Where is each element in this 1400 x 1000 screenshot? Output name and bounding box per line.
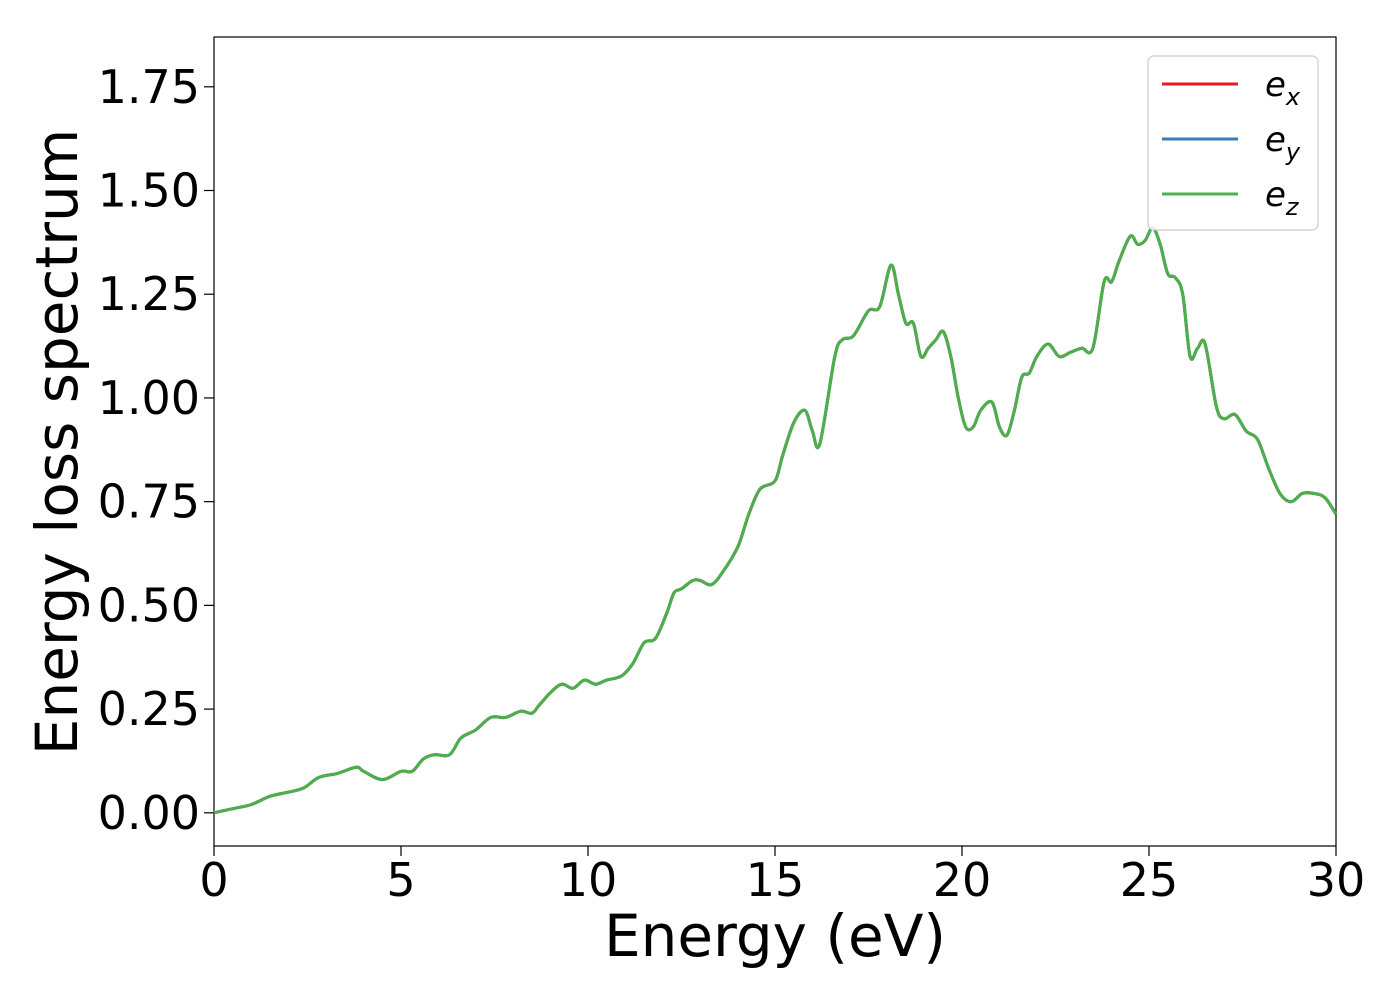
series-line-e-y [213, 226, 1338, 815]
x-tick-label: 5 [386, 853, 415, 907]
legend-label-y: ey [1265, 120, 1301, 166]
y-axis-title: Energy loss spectrum [23, 129, 91, 755]
x-tick-label: 30 [1307, 853, 1366, 907]
legend-box [1147, 55, 1319, 231]
series-line-e-z [213, 226, 1338, 815]
legend: ex ey ez [1147, 55, 1319, 231]
x-tick-label: 10 [559, 853, 618, 907]
legend-label-x: ex [1265, 65, 1301, 111]
x-axis-ticks: 0 5 10 15 20 25 30 [199, 846, 1365, 907]
y-tick-label: 1.50 [98, 164, 200, 218]
y-axis-ticks: 0.00 0.25 0.50 0.75 1.00 1.25 1.50 1.75 [98, 60, 214, 840]
y-tick-label: 0.00 [98, 786, 200, 840]
y-tick-label: 1.00 [98, 371, 200, 425]
y-tick-label: 0.25 [98, 682, 200, 736]
x-tick-label: 25 [1120, 853, 1179, 907]
x-tick-label: 15 [746, 853, 805, 907]
y-tick-label: 1.25 [98, 267, 200, 321]
y-tick-label: 0.50 [98, 578, 200, 632]
x-tick-label: 0 [199, 853, 228, 907]
y-tick-label: 0.75 [98, 475, 200, 529]
series-line-e-x [213, 226, 1338, 815]
y-tick-label: 1.75 [98, 60, 200, 114]
legend-label-z: ez [1265, 175, 1300, 221]
series-lines [213, 226, 1338, 815]
x-tick-label: 20 [933, 853, 992, 907]
x-axis-title: Energy (eV) [604, 902, 946, 970]
